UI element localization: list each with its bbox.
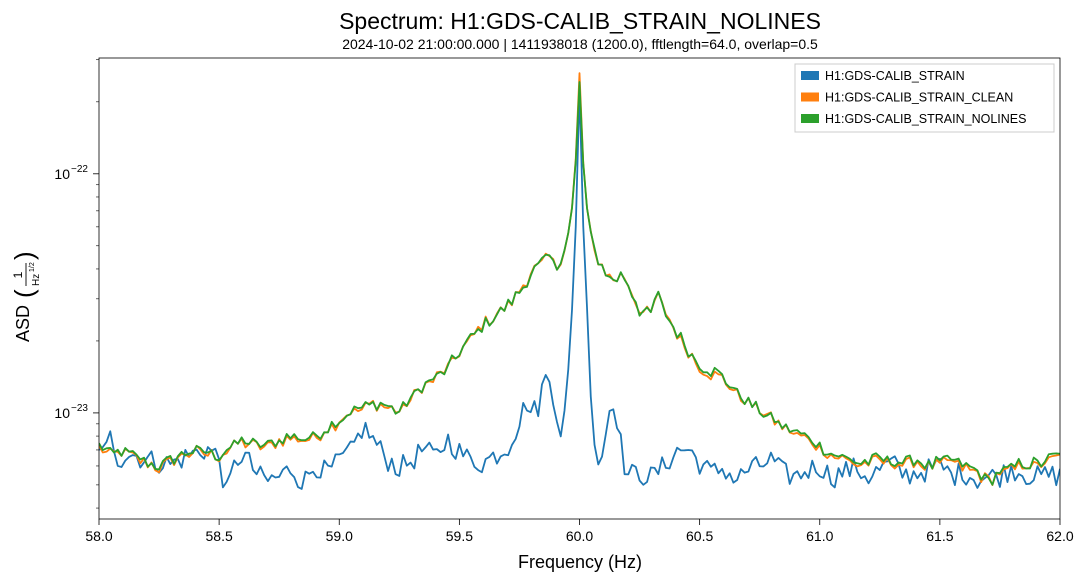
x-tick-label: 58.5 (206, 528, 233, 544)
x-tick-label: 59.5 (446, 528, 473, 544)
series-line-3 (99, 81, 1060, 486)
x-tick-label: 60.5 (686, 528, 713, 544)
legend-swatch (801, 71, 819, 80)
y-tick-exponent: −23 (71, 403, 88, 414)
y-axis-label-paren-open: ( (9, 289, 39, 298)
y-axis-label-paren-close: ) (9, 251, 39, 260)
series-line-1 (99, 89, 1060, 490)
legend-label: H1:GDS-CALIB_STRAIN (825, 69, 965, 83)
series-layer (99, 72, 1060, 490)
legend-box (794, 63, 1055, 133)
chart-title: Spectrum: H1:GDS-CALIB_STRAIN_NOLINES (339, 8, 821, 34)
legend-swatch (801, 92, 819, 102)
y-axis-unit-denominator: Hz (31, 274, 42, 286)
y-tick-label: 10 (54, 166, 70, 182)
y-tick-label: 10 (54, 405, 70, 421)
x-axis: 58.0 58.5 59.0 59.5 60.0 60.5 61.0 61.5 62.0 (85, 519, 1074, 544)
series-line-2 (99, 72, 1060, 486)
x-tick-label: 62.0 (1046, 528, 1073, 544)
y-tick-exponent: −22 (71, 164, 88, 175)
chart-subtitle: 2024-10-02 21:00:00.000 | 1411938018 (12… (342, 36, 818, 52)
y-axis-label-group: ASD ( 1 Hz 1/2 ) (9, 251, 42, 342)
x-tick-label: 60.0 (566, 528, 593, 544)
x-tick-label: 61.0 (806, 528, 833, 544)
x-axis-label: Frequency (Hz) (518, 552, 642, 572)
y-axis-unit-numerator: 1 (11, 271, 25, 278)
y-axis-unit-exponent: 1/2 (29, 262, 36, 272)
y-axis-label: ASD (13, 305, 33, 342)
legend-label: H1:GDS-CALIB_STRAIN_CLEAN (825, 91, 1013, 105)
legend: H1:GDS-CALIB_STRAIN H1:GDS-CALIB_STRAIN_C… (794, 63, 1055, 133)
x-tick-label: 59.0 (326, 528, 353, 544)
legend-label: H1:GDS-CALIB_STRAIN_NOLINES (825, 112, 1026, 126)
x-tick-label: 61.5 (926, 528, 953, 544)
legend-swatch (801, 114, 819, 123)
x-tick-label: 58.0 (85, 528, 112, 544)
